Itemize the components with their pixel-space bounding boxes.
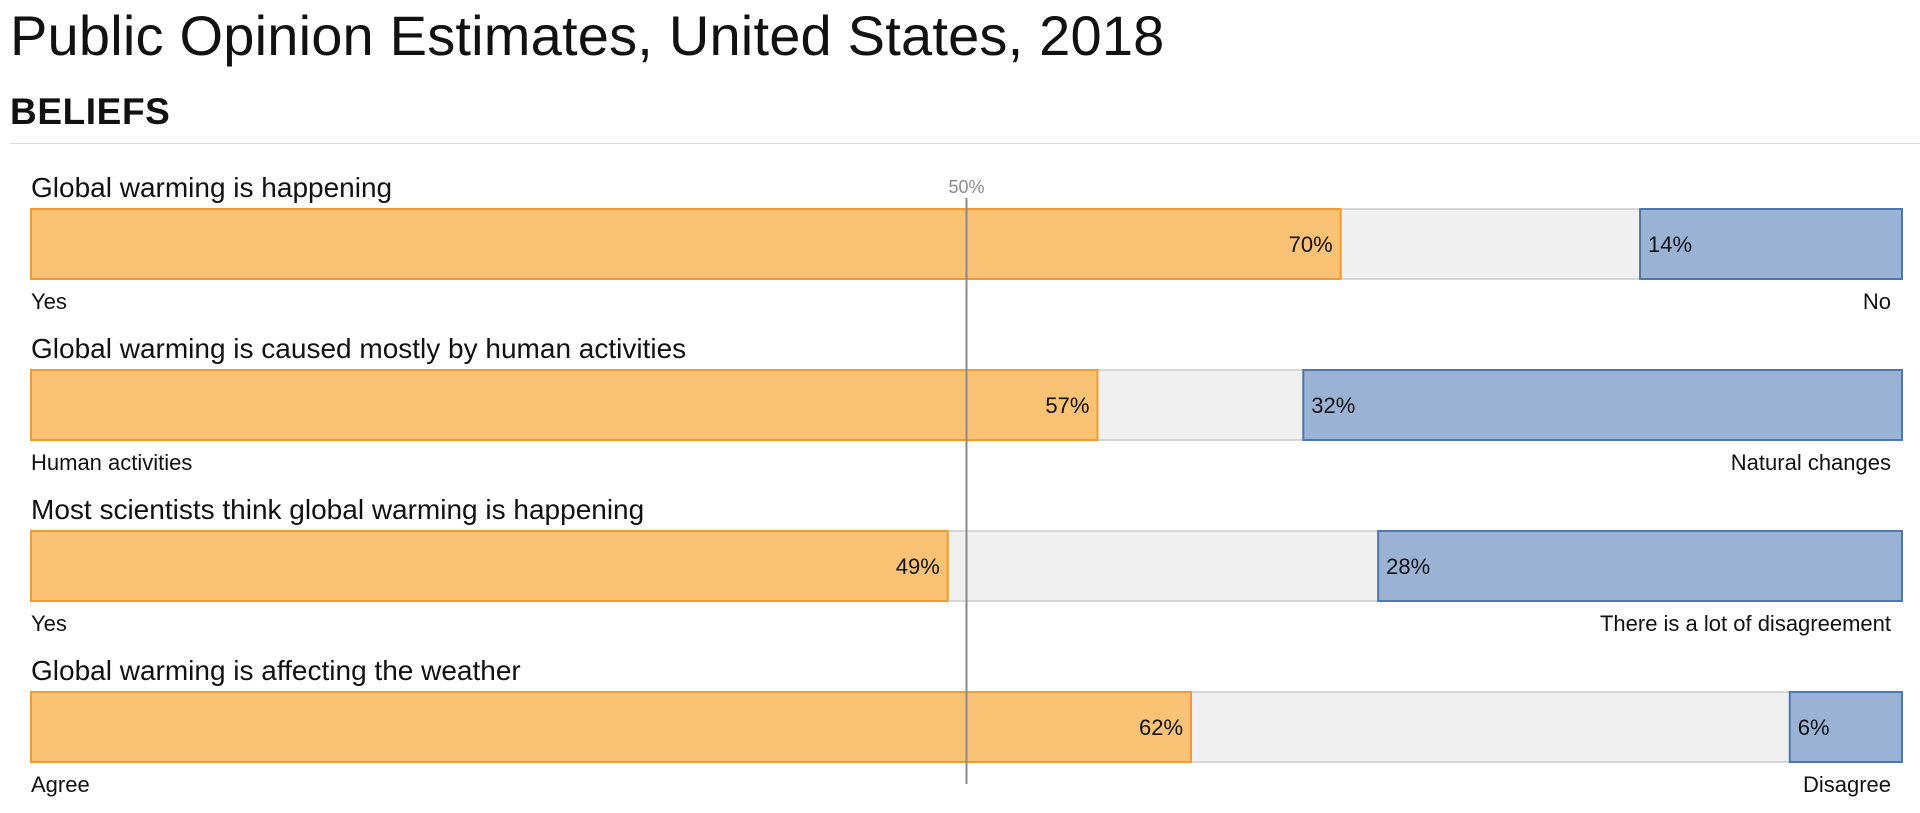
positive-value-label: 57% [1045,393,1089,418]
right-category-label: No [1863,289,1891,314]
positive-value-label: 62% [1139,715,1183,740]
positive-bar [30,691,1193,763]
left-category-label: Agree [31,772,90,797]
negative-value-label: 14% [1648,232,1692,257]
negative-bar [1377,530,1903,602]
right-category-label: Natural changes [1731,450,1891,475]
negative-bar [1788,691,1903,763]
negative-value-label: 6% [1798,715,1830,740]
positive-value-label: 70% [1289,232,1333,257]
row-question: Global warming is caused mostly by human… [31,333,686,364]
reference-line-label: 50% [948,177,984,197]
positive-bar [30,208,1342,280]
negative-bar [1302,369,1903,441]
positive-bar [30,530,949,602]
row-question: Global warming is happening [31,172,392,203]
row-question: Most scientists think global warming is … [31,494,644,525]
positive-value-label: 49% [896,554,940,579]
row-question: Global warming is affecting the weather [31,655,521,686]
left-category-label: Yes [31,289,67,314]
page-title: Public Opinion Estimates, United States,… [10,4,1165,67]
right-category-label: There is a lot of disagreement [1600,611,1891,636]
negative-value-label: 32% [1311,393,1355,418]
left-category-label: Yes [31,611,67,636]
section-title: BELIEFS [10,91,171,132]
right-category-label: Disagree [1803,772,1891,797]
left-category-label: Human activities [31,450,192,475]
section-divider [10,143,1920,144]
negative-bar [1639,208,1904,280]
positive-bar [30,369,1099,441]
negative-value-label: 28% [1386,554,1430,579]
